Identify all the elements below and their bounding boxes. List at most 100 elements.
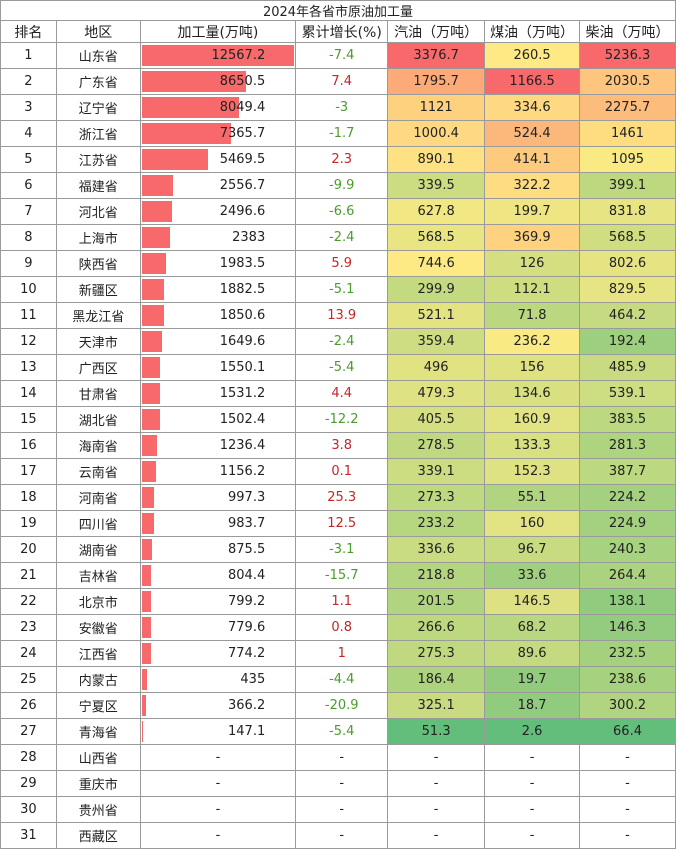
diesel-cell: 138.1 — [579, 588, 676, 615]
growth-cell: -6.6 — [295, 198, 389, 225]
region-cell: 广西区 — [55, 354, 141, 381]
region-cell: 湖南省 — [55, 536, 141, 563]
volume-value: 804.4 — [228, 568, 266, 583]
gasoline-cell: 1795.7 — [387, 68, 486, 95]
region-cell: 辽宁省 — [55, 94, 141, 121]
header-volume: 加工量(万吨) — [139, 20, 297, 43]
volume-value: 1502.4 — [219, 412, 266, 427]
volume-cell: 435 — [139, 666, 297, 693]
volume-data-bar — [141, 487, 154, 508]
growth-cell: - — [295, 744, 389, 771]
table-row: 24 江西省 774.2 1 275.3 89.6 232.5 — [0, 640, 676, 667]
volume-data-bar — [141, 435, 157, 456]
volume-data-bar — [141, 227, 171, 248]
region-cell: 海南省 — [55, 432, 141, 459]
volume-value: 1550.1 — [219, 360, 266, 375]
rank-cell: 11 — [0, 302, 57, 329]
volume-data-bar — [141, 565, 152, 586]
volume-data-bar — [141, 591, 152, 612]
kerosene-cell: 55.1 — [484, 484, 581, 511]
volume-value: 1531.2 — [219, 386, 266, 401]
region-cell: 西藏区 — [55, 822, 141, 849]
volume-cell: 997.3 — [139, 484, 297, 511]
diesel-cell: 264.4 — [579, 562, 676, 589]
table-row: 13 广西区 1550.1 -5.4 496 156 485.9 — [0, 354, 676, 381]
rank-cell: 5 — [0, 146, 57, 173]
volume-cell: - — [139, 822, 297, 849]
volume-value: - — [215, 802, 221, 817]
region-cell: 江苏省 — [55, 146, 141, 173]
header-diesel: 柴油（万吨） — [579, 20, 676, 43]
region-cell: 浙江省 — [55, 120, 141, 147]
volume-data-bar — [141, 201, 172, 222]
header-region: 地区 — [55, 20, 141, 43]
kerosene-cell: 152.3 — [484, 458, 581, 485]
diesel-cell: 2275.7 — [579, 94, 676, 121]
region-cell: 山西省 — [55, 744, 141, 771]
volume-data-bar — [141, 149, 208, 170]
volume-cell: 1502.4 — [139, 406, 297, 433]
table-row: 7 河北省 2496.6 -6.6 627.8 199.7 831.8 — [0, 198, 676, 225]
growth-cell: -3 — [295, 94, 389, 121]
diesel-cell: 399.1 — [579, 172, 676, 199]
gasoline-cell: 405.5 — [387, 406, 486, 433]
volume-data-bar — [141, 97, 239, 118]
gasoline-cell: - — [387, 770, 486, 797]
diesel-cell: 387.7 — [579, 458, 676, 485]
diesel-cell: 300.2 — [579, 692, 676, 719]
volume-cell: - — [139, 796, 297, 823]
gasoline-cell: 479.3 — [387, 380, 486, 407]
rank-cell: 30 — [0, 796, 57, 823]
region-cell: 江西省 — [55, 640, 141, 667]
growth-cell: -9.9 — [295, 172, 389, 199]
diesel-cell: 464.2 — [579, 302, 676, 329]
region-cell: 北京市 — [55, 588, 141, 615]
gasoline-cell: 339.1 — [387, 458, 486, 485]
diesel-cell: 224.2 — [579, 484, 676, 511]
diesel-cell: - — [579, 822, 676, 849]
kerosene-cell: 19.7 — [484, 666, 581, 693]
diesel-cell: 146.3 — [579, 614, 676, 641]
region-cell: 天津市 — [55, 328, 141, 355]
kerosene-cell: 96.7 — [484, 536, 581, 563]
kerosene-cell: 134.6 — [484, 380, 581, 407]
rank-cell: 13 — [0, 354, 57, 381]
volume-data-bar — [141, 539, 153, 560]
volume-value: 2383 — [232, 230, 266, 245]
volume-cell: 5469.5 — [139, 146, 297, 173]
table-row: 16 海南省 1236.4 3.8 278.5 133.3 281.3 — [0, 432, 676, 459]
header-rank: 排名 — [0, 20, 57, 43]
gasoline-cell: 273.3 — [387, 484, 486, 511]
header-kerosene: 煤油（万吨） — [484, 20, 581, 43]
gasoline-cell: 1121 — [387, 94, 486, 121]
kerosene-cell: 33.6 — [484, 562, 581, 589]
volume-value: - — [215, 828, 221, 843]
region-cell: 宁夏区 — [55, 692, 141, 719]
header-growth: 累计增长(%) — [295, 20, 389, 43]
volume-value: 1649.6 — [219, 334, 266, 349]
region-cell: 青海省 — [55, 718, 141, 745]
volume-cell: 7365.7 — [139, 120, 297, 147]
volume-cell: 1236.4 — [139, 432, 297, 459]
volume-cell: 366.2 — [139, 692, 297, 719]
volume-data-bar — [141, 669, 147, 690]
volume-data-bar — [141, 45, 294, 66]
volume-cell: 1882.5 — [139, 276, 297, 303]
table-title: 2024年各省市原油加工量 — [0, 0, 676, 21]
table-row: 27 青海省 147.1 -5.4 51.3 2.6 66.4 — [0, 718, 676, 745]
gasoline-cell: 51.3 — [387, 718, 486, 745]
rank-cell: 9 — [0, 250, 57, 277]
table-row: 29 重庆市 - - - - - — [0, 770, 676, 797]
volume-value: 5469.5 — [219, 152, 266, 167]
rank-cell: 10 — [0, 276, 57, 303]
kerosene-cell: - — [484, 822, 581, 849]
gasoline-cell: 744.6 — [387, 250, 486, 277]
growth-cell: 1 — [295, 640, 389, 667]
gasoline-cell: 336.6 — [387, 536, 486, 563]
table-row: 3 辽宁省 8049.4 -3 1121 334.6 2275.7 — [0, 94, 676, 121]
growth-cell: -2.4 — [295, 224, 389, 251]
gasoline-cell: 299.9 — [387, 276, 486, 303]
growth-cell: 1.1 — [295, 588, 389, 615]
kerosene-cell: 369.9 — [484, 224, 581, 251]
